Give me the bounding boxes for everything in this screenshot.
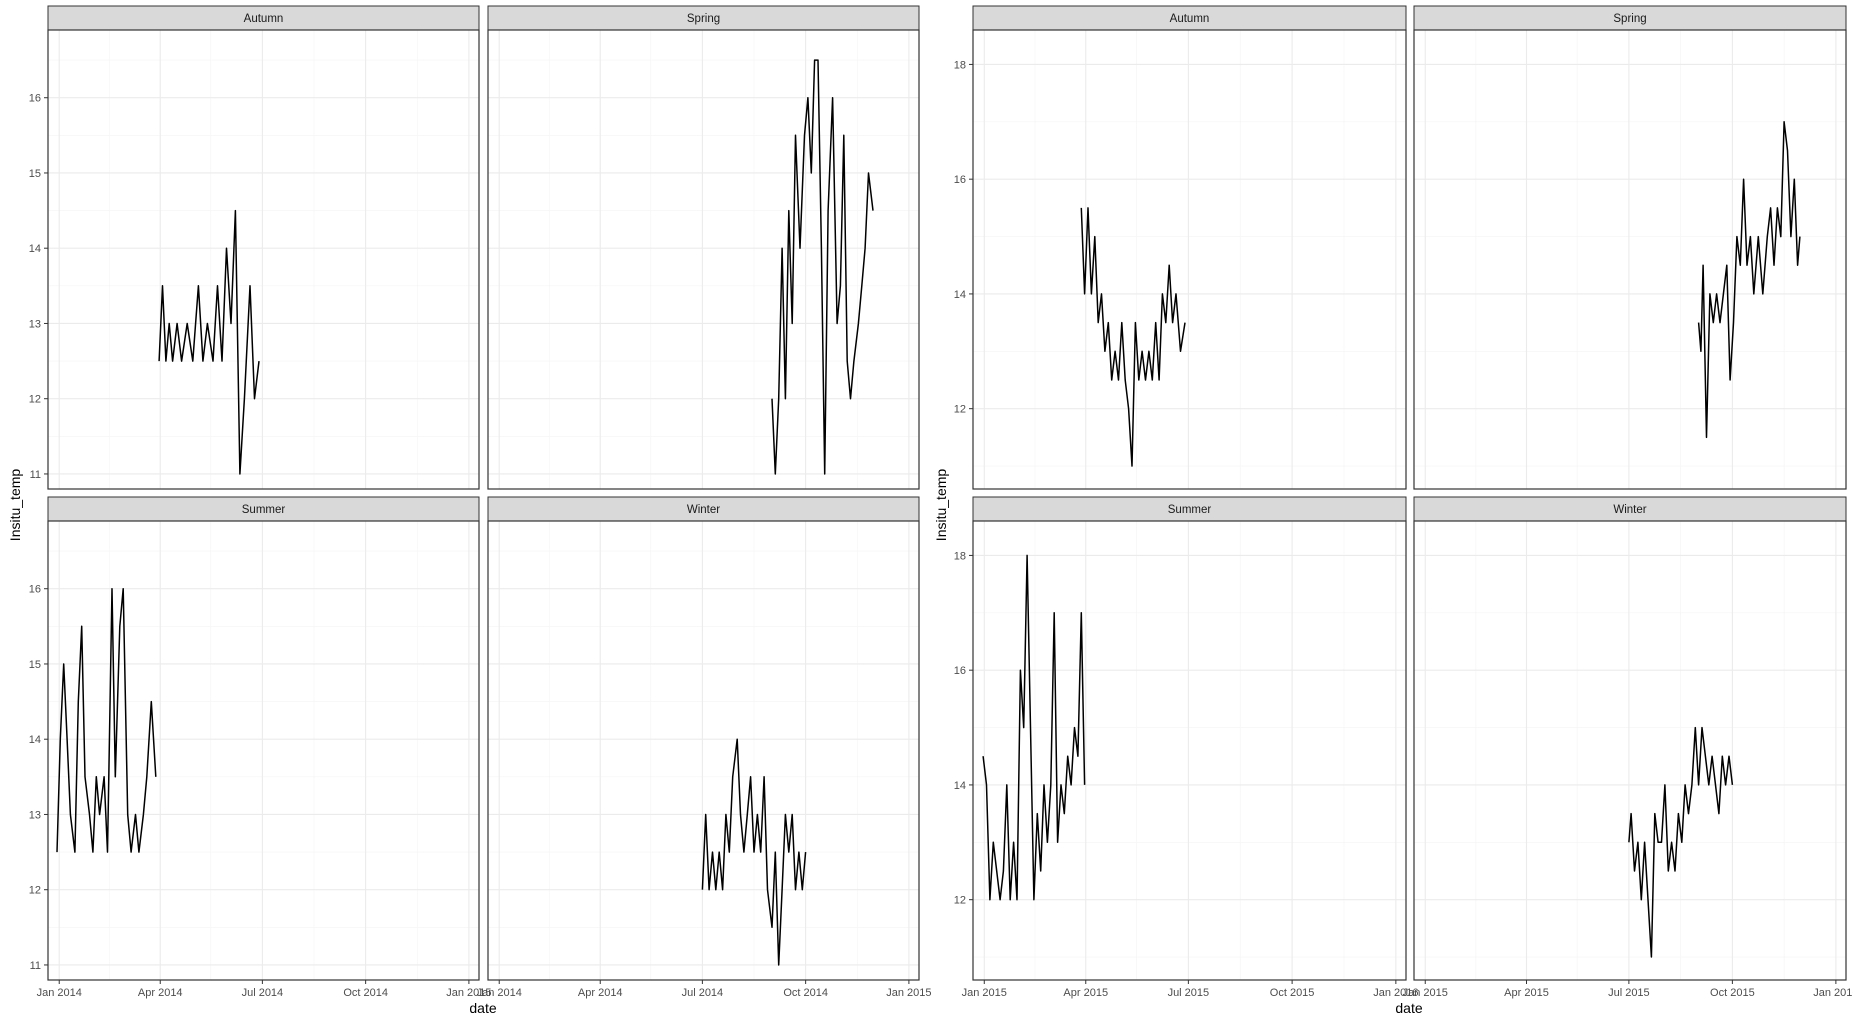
series-line-winter — [701, 738, 807, 966]
y-tick-label: 11 — [30, 469, 41, 481]
y-tick-label: 16 — [954, 174, 966, 186]
y-tick-label: 16 — [29, 93, 41, 105]
x-tick-label: Jan 2014 — [37, 987, 82, 999]
panel-border — [47, 520, 480, 981]
facet-strip — [972, 5, 1407, 31]
panel-border — [487, 520, 920, 981]
x-tick-label: Oct 2014 — [343, 987, 388, 999]
facet-strip-label: Summer — [242, 504, 286, 516]
x-tick-label: Oct 2014 — [783, 987, 828, 999]
x-tick-label: Jan 2015 — [1403, 987, 1448, 999]
x-tick-label: Oct 2015 — [1270, 987, 1315, 999]
y-tick-label: 13 — [29, 809, 41, 821]
panel-border — [1413, 520, 1847, 981]
facet-autumn: Autumn 12 14 16 18 — [954, 5, 1407, 490]
panel-border — [1413, 29, 1847, 490]
y-axis-title: Insitu_temp — [7, 469, 23, 542]
panel-border — [972, 520, 1407, 981]
facet-strip-label: Winter — [687, 504, 720, 516]
x-tick-label: Jul 2014 — [242, 987, 284, 999]
y-axis-title: Insitu_temp — [933, 469, 949, 542]
facet-strip-label: Autumn — [244, 13, 284, 25]
x-tick-label: Jul 2015 — [1608, 987, 1650, 999]
y-tick-label: 14 — [29, 243, 41, 255]
panel-border — [487, 29, 920, 490]
series-line-spring — [771, 59, 874, 475]
facet-spring: Spring — [487, 5, 920, 490]
x-tick-label: Jan 2015 — [962, 987, 1007, 999]
series-line-autumn — [158, 209, 260, 475]
chart-2: Autumn 12 14 16 18 Spring Summer 12 14 16 18 Jan 20… — [933, 5, 1853, 1016]
facet-summer: Summer 11 12 13 14 15 16 Jan 2014 Apr 2014 Jul 20… — [29, 496, 492, 999]
facet-strip — [47, 496, 480, 522]
x-tick-label: Apr 2014 — [578, 987, 623, 999]
x-tick-label: Jan 2015 — [886, 987, 931, 999]
series-line-spring — [1697, 121, 1801, 439]
y-tick-label: 18 — [954, 59, 966, 71]
y-tick-label: 12 — [29, 885, 41, 897]
x-tick-label: Jul 2015 — [1168, 987, 1210, 999]
y-tick-label: 12 — [954, 895, 966, 907]
series-line-winter — [1628, 726, 1734, 958]
panel-background — [488, 521, 919, 980]
x-tick-label: Apr 2015 — [1504, 987, 1549, 999]
panel-border — [972, 29, 1407, 490]
facet-winter: Winter Jan 2014 Apr 2014 Jul 2014 Oct 2014 Ja… — [477, 496, 932, 999]
x-axis-title: date — [1395, 1000, 1422, 1016]
x-tick-label: Jan 2015 — [446, 987, 491, 999]
x-tick-label: Apr 2015 — [1063, 987, 1108, 999]
y-tick-label: 14 — [29, 734, 41, 746]
y-tick-label: 14 — [954, 289, 966, 301]
y-tick-label: 15 — [29, 659, 41, 671]
panel-background — [48, 521, 479, 980]
x-tick-label: Jan 2016 — [1373, 987, 1418, 999]
facet-autumn: Autumn 11 12 13 14 15 16 — [29, 5, 480, 490]
y-tick-label: 15 — [29, 168, 41, 180]
x-axis-title: date — [469, 1000, 496, 1016]
y-tick-label: 14 — [954, 780, 966, 792]
x-tick-label: Oct 2015 — [1710, 987, 1755, 999]
facet-strip-label: Summer — [1168, 504, 1212, 516]
facet-strip-label: Winter — [1613, 504, 1646, 516]
facet-winter: Winter Jan 2015 Apr 2015 Jul 2015 Oct 2015 Ja… — [1403, 496, 1853, 999]
panel-background — [1414, 521, 1846, 980]
panel-background — [488, 30, 919, 489]
panel-background — [973, 521, 1406, 980]
series-line-autumn — [1080, 207, 1186, 467]
panel-background — [48, 30, 479, 489]
facet-strip-label: Spring — [1613, 13, 1646, 25]
facet-summer: Summer 12 14 16 18 Jan 2015 Apr 2015 Jul 2015 Oc… — [954, 496, 1418, 999]
y-tick-label: 16 — [954, 665, 966, 677]
facet-strip-label: Autumn — [1170, 13, 1210, 25]
x-tick-label: Apr 2014 — [138, 987, 183, 999]
panel-background — [1414, 30, 1846, 489]
x-tick-label: Jan 2014 — [477, 987, 522, 999]
y-tick-label: 16 — [29, 584, 41, 596]
panel-background — [973, 30, 1406, 489]
chart-1: Autumn 11 12 13 14 15 16 Spring Summer 11 12 13 14 15… — [7, 5, 932, 1016]
facet-strip — [47, 5, 480, 31]
x-tick-label: Jul 2014 — [682, 987, 724, 999]
y-tick-label: 12 — [29, 394, 41, 406]
facet-strip-label: Spring — [687, 13, 720, 25]
x-tick-label: Jan 2016 — [1813, 987, 1853, 999]
y-tick-label: 13 — [29, 318, 41, 330]
series-line-summer — [982, 554, 1086, 901]
y-tick-label: 12 — [954, 404, 966, 416]
series-line-summer — [56, 587, 157, 853]
facet-strip — [972, 496, 1407, 522]
panel-border — [47, 29, 480, 490]
facet-spring: Spring — [1413, 5, 1847, 490]
y-tick-label: 18 — [954, 550, 966, 562]
y-tick-label: 11 — [30, 960, 41, 972]
